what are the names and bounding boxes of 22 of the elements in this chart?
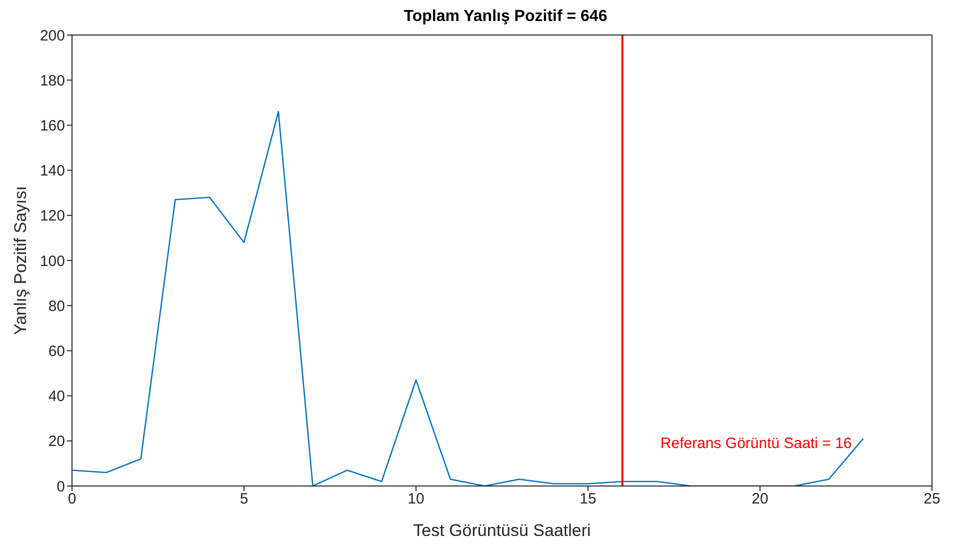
y-tick-label: 0 xyxy=(56,478,65,496)
y-tick-label: 200 xyxy=(40,27,65,44)
y-tick-label: 120 xyxy=(40,208,65,225)
y-tick-label: 160 xyxy=(40,118,65,135)
y-tick-label: 140 xyxy=(40,162,65,180)
x-tick-label: 20 xyxy=(752,490,768,508)
y-tick-label: 40 xyxy=(48,388,65,406)
y-axis-title: Yanlış Pozitif Sayısı xyxy=(11,186,30,335)
ref-line-label: Referans Görüntü Saati = 16 xyxy=(660,435,852,452)
line-series xyxy=(72,111,864,486)
y-tick-label: 80 xyxy=(48,298,65,315)
x-axis-title: Test Görüntüsü Saatleri xyxy=(413,521,591,540)
x-tick-label: 10 xyxy=(408,490,424,508)
y-tick-label: 100 xyxy=(40,252,65,270)
x-tick-label: 5 xyxy=(240,490,248,508)
y-tick-label: 20 xyxy=(48,433,65,450)
x-tick-label: 15 xyxy=(580,490,596,508)
x-tick-label: 25 xyxy=(924,490,940,508)
y-tick-label: 60 xyxy=(48,343,65,360)
y-tick-label: 180 xyxy=(40,72,65,90)
x-tick-label: 0 xyxy=(68,490,76,508)
chart-title: Toplam Yanlış Pozitif = 646 xyxy=(402,8,608,26)
